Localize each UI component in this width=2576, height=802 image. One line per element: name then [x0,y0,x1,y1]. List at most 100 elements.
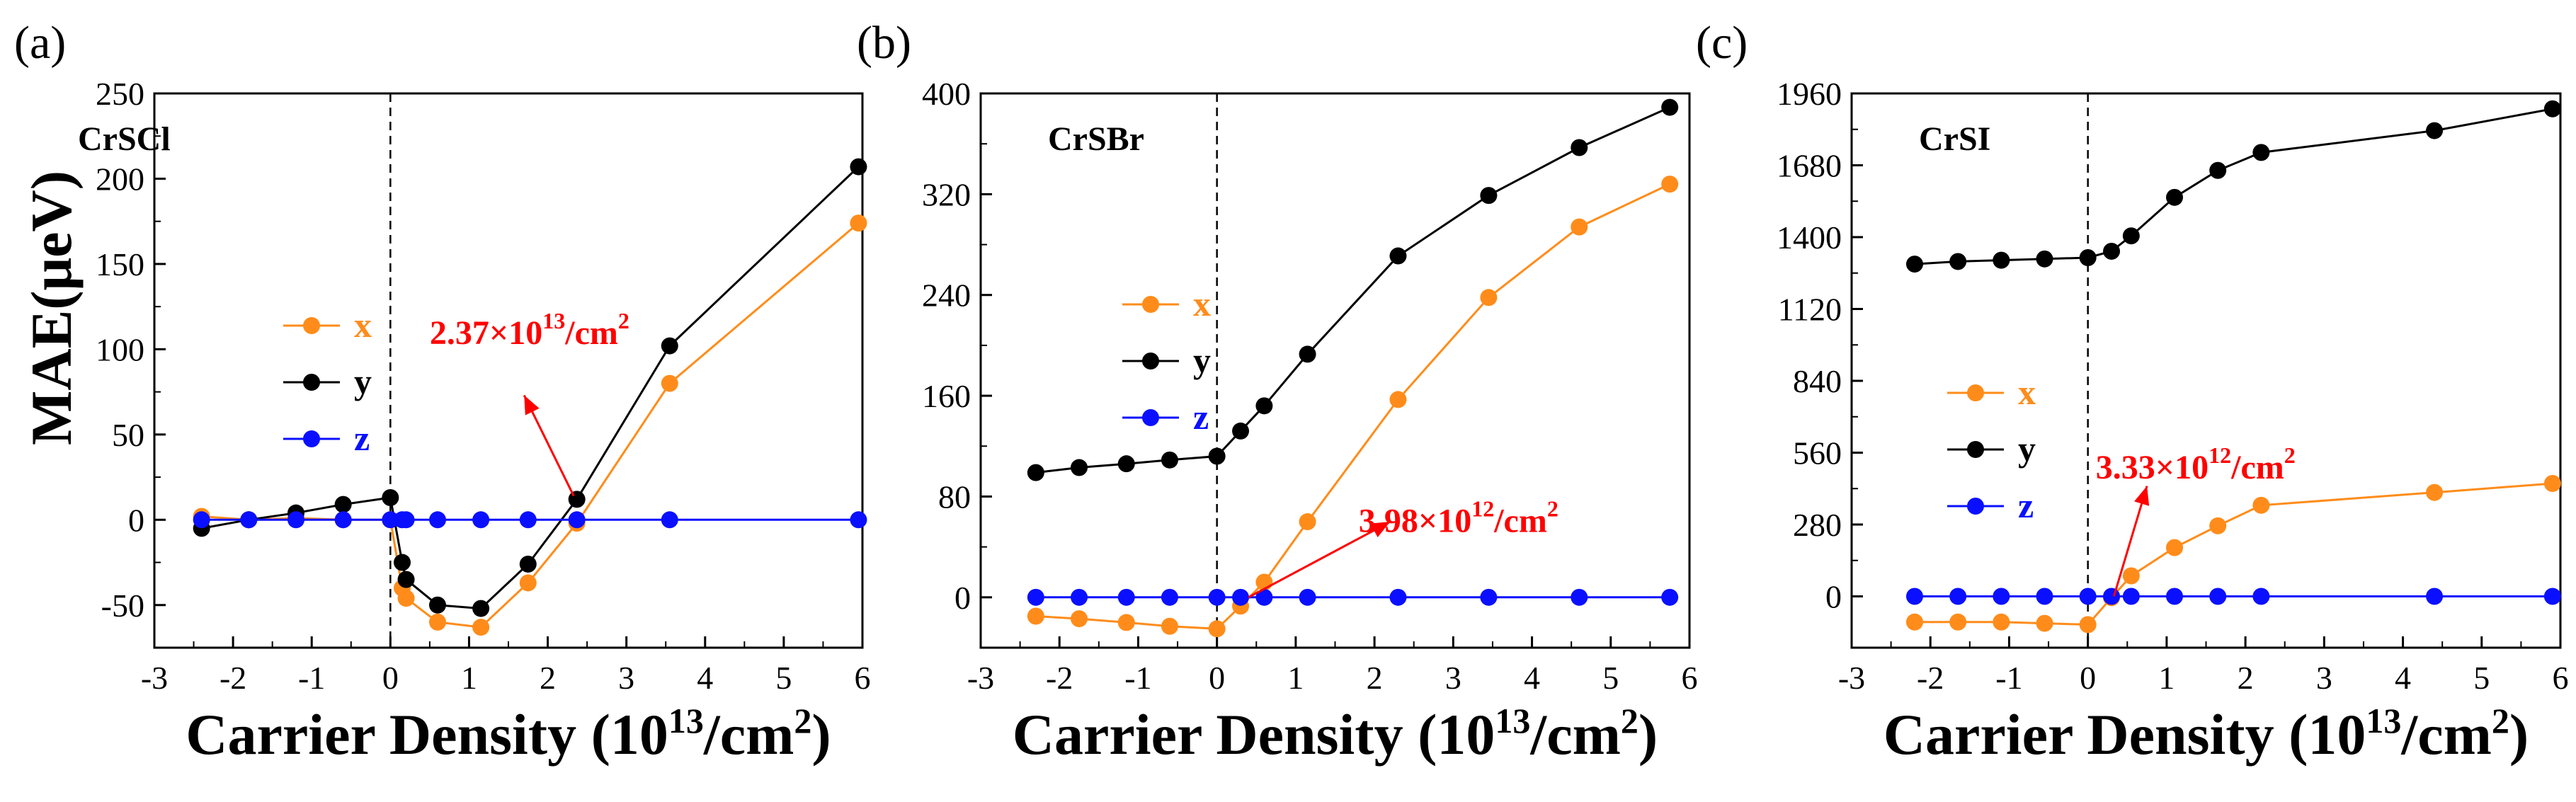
x-tick-label: 0 [382,660,399,696]
data-point-y [472,600,490,617]
legend-marker-y [1142,353,1159,370]
x-tick-label: -1 [1995,660,2022,696]
legend-marker-z [1142,409,1159,426]
data-point-z [2079,588,2097,605]
data-point-z [1208,588,1226,606]
legend-label-y: y [354,362,372,401]
legend-marker-x [1967,384,1984,401]
x-tick-label: -1 [1124,660,1151,696]
data-point-z [1661,588,1679,606]
data-point-y [429,596,446,614]
annotation-text: 2.37×1013/cm2 [430,308,629,352]
y-tick-label: 50 [112,417,144,453]
data-point-z [1905,588,1923,605]
data-point-y [1071,459,1088,476]
data-point-y [1232,422,1250,440]
data-point-y [1949,253,1967,270]
data-point-x [2252,496,2270,514]
y-tick-label: 0 [954,580,971,616]
x-tick-label: 5 [2473,660,2490,696]
y-tick-label: 0 [128,502,144,538]
data-point-y [394,554,411,571]
legend-marker-x [303,317,320,334]
data-point-z [2426,588,2444,605]
annotation-arrow-head [1370,522,1391,537]
data-point-z [1232,588,1250,606]
y-tick-label: -50 [101,588,144,624]
data-point-y [2079,249,2097,266]
x-axis-title: Carrier Density (1013/cm2) [186,701,831,767]
data-point-x [1480,289,1498,307]
legend-marker-z [303,430,320,447]
y-tick-label: 560 [1793,435,1842,471]
data-point-z [240,511,258,529]
legend-label-x: x [2018,372,2036,412]
y-tick-label: 1960 [1777,76,1842,112]
y-tick-label: 200 [96,161,144,197]
x-tick-label: -3 [967,660,994,696]
data-point-z [850,511,867,529]
data-point-y [2209,161,2227,179]
data-point-y [2122,227,2140,245]
y-axis-title: MAE(μeV) [19,171,84,445]
data-point-x [429,613,446,631]
data-point-x [1905,613,1923,631]
data-point-z [1299,588,1316,606]
panel-label: (b) [857,17,911,69]
data-point-z [2209,588,2227,605]
data-point-y [1117,455,1135,473]
x-tick-label: 6 [2553,660,2569,696]
data-point-z [1027,588,1044,606]
data-point-y [1389,247,1407,265]
data-point-x [1027,607,1044,625]
compound-label: CrSI [1919,120,1990,158]
data-point-y [850,158,867,176]
legend-marker-y [303,374,320,391]
x-tick-label: 4 [2395,660,2411,696]
x-tick-label: 5 [1602,660,1619,696]
y-tick-label: 840 [1793,363,1842,399]
y-tick-label: 1120 [1778,292,1842,328]
data-point-y [1571,139,1588,156]
data-point-y [334,495,352,513]
data-point-x [2166,539,2184,556]
data-point-x [1949,613,1967,631]
x-tick-label: 6 [855,660,871,696]
y-tick-label: 150 [96,246,144,282]
data-point-y [568,491,586,508]
data-point-y [2166,188,2184,206]
y-tick-label: 1680 [1777,148,1842,184]
plot-frame-crsbr [979,92,1691,649]
data-point-x [2543,475,2561,492]
x-tick-label: -2 [1046,660,1073,696]
data-point-z [429,511,446,529]
x-tick-label: -3 [141,660,168,696]
data-point-z [661,511,678,529]
annotation-arrow-head [2134,486,2150,506]
compound-label: CrSBr [1048,120,1144,158]
data-point-z [1161,588,1178,606]
data-point-z [519,511,537,529]
annotation-arrow-line [523,394,575,497]
x-axis-title: Carrier Density (1013/cm2) [1013,701,1658,767]
data-point-y [1255,397,1273,415]
data-point-x [2209,517,2227,534]
annotation-text: 3.33×1012/cm2 [2096,442,2296,486]
x-tick-label: 1 [461,660,477,696]
series-line-y [1914,108,2553,265]
y-tick-label: 100 [96,331,144,367]
data-point-y [1661,98,1679,116]
x-tick-label: 4 [1524,660,1540,696]
data-point-z [287,511,304,529]
data-point-z [334,511,352,529]
legend-marker-z [1967,498,1984,515]
x-tick-label: 5 [775,660,792,696]
x-tick-label: 0 [2080,660,2096,696]
data-point-z [1571,588,1588,606]
y-tick-label: 400 [922,76,971,112]
compound-label: CrSCl [78,120,171,158]
data-point-z [1255,588,1273,606]
x-tick-label: -1 [298,660,325,696]
x-tick-label: 0 [1209,660,1225,696]
x-tick-label: 2 [540,660,556,696]
